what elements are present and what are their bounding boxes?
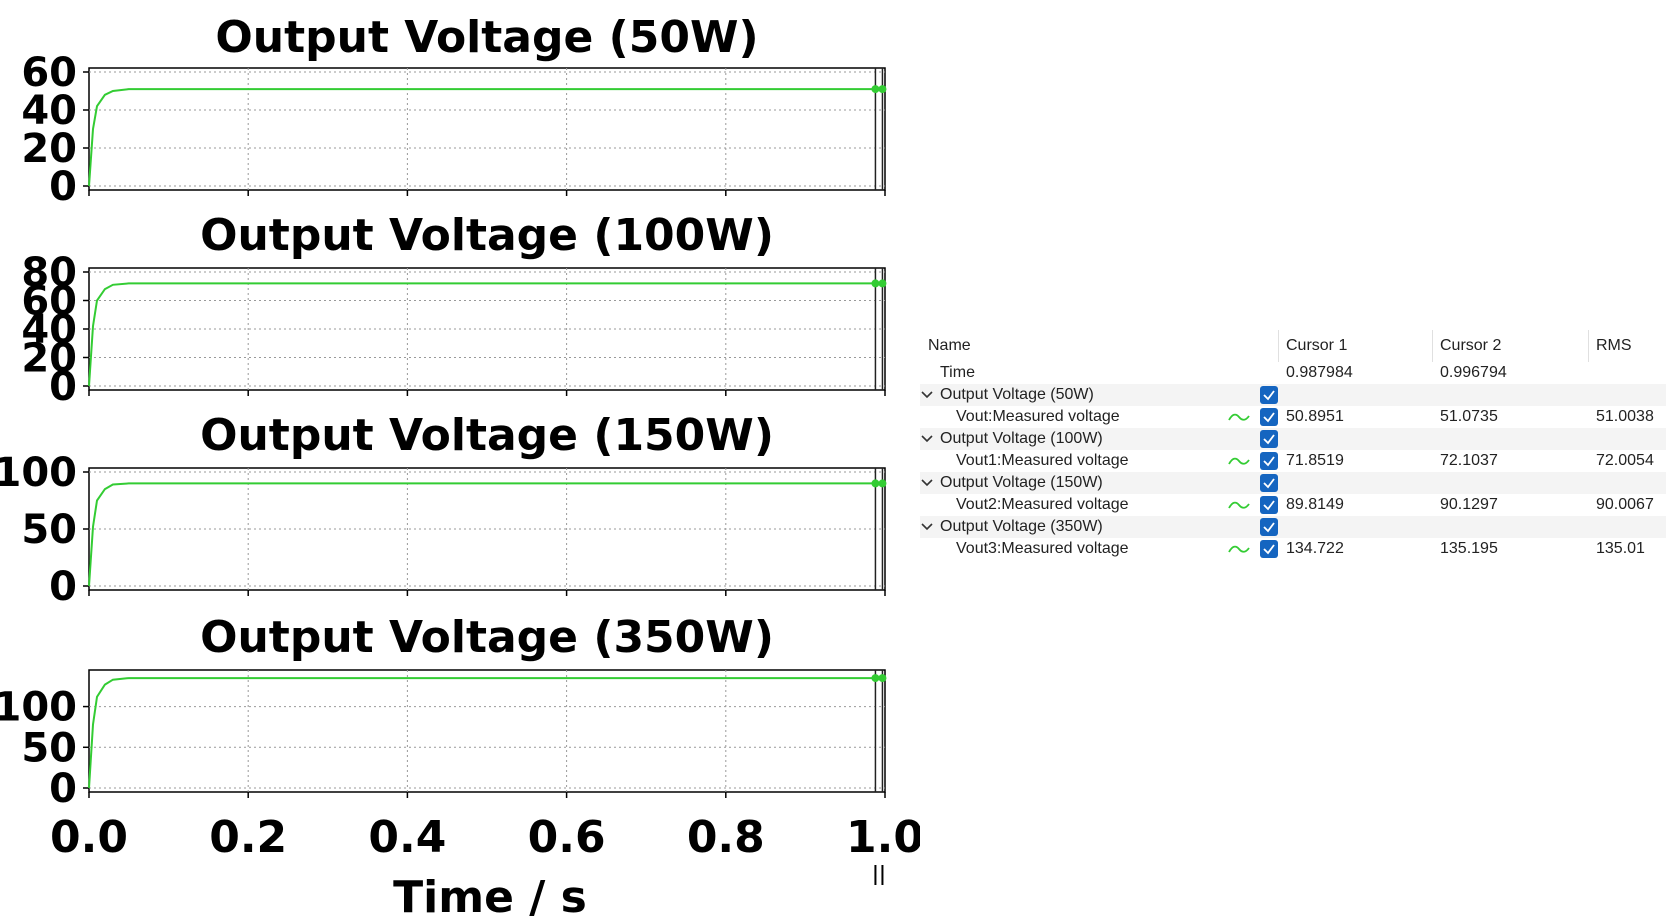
y-tick-label: 40 [21, 88, 77, 134]
y-tick-label: 0 [49, 364, 77, 410]
row-cursor2: 90.1297 [1440, 496, 1498, 513]
row-cursor2: 51.0735 [1440, 408, 1498, 425]
row-label: Vout2:Measured voltage [956, 496, 1129, 513]
x-tick-label: 1.0 [846, 812, 920, 863]
chart-title: Output Voltage (350W) [200, 612, 774, 663]
voltage-trace [88, 677, 885, 789]
voltage-trace [88, 88, 885, 187]
y-tick-label: 100 [0, 450, 77, 496]
cursor-marker [871, 279, 880, 288]
row-rms: 135.01 [1596, 540, 1645, 557]
plot-frame [88, 67, 886, 191]
table-group-row[interactable]: Output Voltage (350W) [920, 516, 1666, 538]
cursor-marker [871, 674, 880, 683]
y-tick-label: 0 [49, 564, 77, 610]
row-cursor1: 89.8149 [1286, 496, 1344, 513]
row-cursor2: 0.996794 [1440, 364, 1507, 381]
group-label: Output Voltage (350W) [940, 518, 1103, 535]
visibility-checkbox[interactable] [1260, 496, 1278, 514]
chevron-down-icon[interactable] [920, 384, 934, 412]
row-label: Time [940, 364, 975, 381]
plot-frame [88, 669, 886, 793]
header-rms[interactable]: RMS [1596, 337, 1632, 354]
x-tick-label: 0.4 [368, 812, 446, 863]
cursor-marker [878, 674, 887, 683]
y-tick-label: 80 [21, 250, 77, 296]
header-cursor1[interactable]: Cursor 1 [1286, 337, 1348, 354]
visibility-checkbox[interactable] [1260, 408, 1278, 426]
x-tick-label: 0.6 [528, 812, 606, 863]
voltage-trace [88, 482, 885, 587]
table-header: Name Cursor 1 Cursor 2 RMS [920, 330, 1666, 362]
chart-title: Output Voltage (150W) [200, 410, 774, 461]
row-cursor2: 135.195 [1440, 540, 1498, 557]
cursor-marker [871, 85, 880, 94]
row-cursor1: 0.987984 [1286, 364, 1353, 381]
visibility-checkbox[interactable] [1260, 474, 1278, 492]
table-row[interactable]: Vout3:Measured voltage 134.722 135.195 1… [920, 538, 1666, 560]
waveform-icon [1228, 453, 1250, 469]
cursor-marker [878, 279, 887, 288]
chevron-down-icon[interactable] [920, 472, 934, 500]
header-cursor2[interactable]: Cursor 2 [1440, 337, 1502, 354]
table-row[interactable]: Vout2:Measured voltage 89.8149 90.1297 9… [920, 494, 1666, 516]
x-tick-label: 0.2 [209, 812, 287, 863]
cursor-marker [878, 85, 887, 94]
row-rms: 51.0038 [1596, 408, 1654, 425]
table-row[interactable]: Vout:Measured voltage 50.8951 51.0735 51… [920, 406, 1666, 428]
row-label: Vout3:Measured voltage [956, 540, 1129, 557]
visibility-checkbox[interactable] [1260, 430, 1278, 448]
row-cursor1: 50.8951 [1286, 408, 1344, 425]
y-tick-label: 0 [49, 766, 77, 812]
visibility-checkbox[interactable] [1260, 540, 1278, 558]
row-cursor1: 71.8519 [1286, 452, 1344, 469]
table-row[interactable]: Vout1:Measured voltage 71.8519 72.1037 7… [920, 450, 1666, 472]
voltage-trace [88, 282, 885, 387]
waveform-icon [1228, 541, 1250, 557]
group-label: Output Voltage (50W) [940, 386, 1094, 403]
y-tick-label: 0 [49, 164, 77, 210]
y-tick-label: 50 [21, 725, 77, 771]
row-label: Vout:Measured voltage [956, 408, 1120, 425]
cursor-marker [878, 479, 887, 488]
x-axis-label: Time / s [393, 872, 587, 922]
visibility-checkbox[interactable] [1260, 518, 1278, 536]
row-cursor1: 134.722 [1286, 540, 1344, 557]
table-group-row[interactable]: Output Voltage (100W) [920, 428, 1666, 450]
cursor-marker [871, 479, 880, 488]
y-tick-label: 20 [21, 126, 77, 172]
header-name[interactable]: Name [928, 337, 971, 354]
row-rms: 90.0067 [1596, 496, 1654, 513]
chevron-down-icon[interactable] [920, 428, 934, 456]
x-tick-label: 0.8 [687, 812, 765, 863]
x-tick-label: 0.0 [50, 812, 128, 863]
plot-frame [88, 267, 886, 391]
row-label: Vout1:Measured voltage [956, 452, 1129, 469]
waveform-icon [1228, 409, 1250, 425]
visibility-checkbox[interactable] [1260, 452, 1278, 470]
chart-title: Output Voltage (50W) [215, 12, 758, 63]
y-tick-label: 40 [21, 307, 77, 353]
table-row[interactable]: Time 0.987984 0.996794 [920, 362, 1666, 384]
y-tick-label: 50 [21, 507, 77, 553]
visibility-checkbox[interactable] [1260, 386, 1278, 404]
y-tick-label: 60 [21, 50, 77, 96]
measurement-table: Name Cursor 1 Cursor 2 RMS Time 0.987984… [920, 330, 1666, 560]
chevron-down-icon[interactable] [920, 516, 934, 544]
table-group-row[interactable]: Output Voltage (150W) [920, 472, 1666, 494]
y-tick-label: 100 [0, 685, 77, 731]
group-label: Output Voltage (150W) [940, 474, 1103, 491]
chart-title: Output Voltage (100W) [200, 210, 774, 261]
row-cursor2: 72.1037 [1440, 452, 1498, 469]
y-tick-label: 20 [21, 336, 77, 382]
table-group-row[interactable]: Output Voltage (50W) [920, 384, 1666, 406]
y-tick-label: 60 [21, 279, 77, 325]
plot-frame [88, 467, 886, 591]
waveform-icon [1228, 497, 1250, 513]
row-rms: 72.0054 [1596, 452, 1654, 469]
group-label: Output Voltage (100W) [940, 430, 1103, 447]
